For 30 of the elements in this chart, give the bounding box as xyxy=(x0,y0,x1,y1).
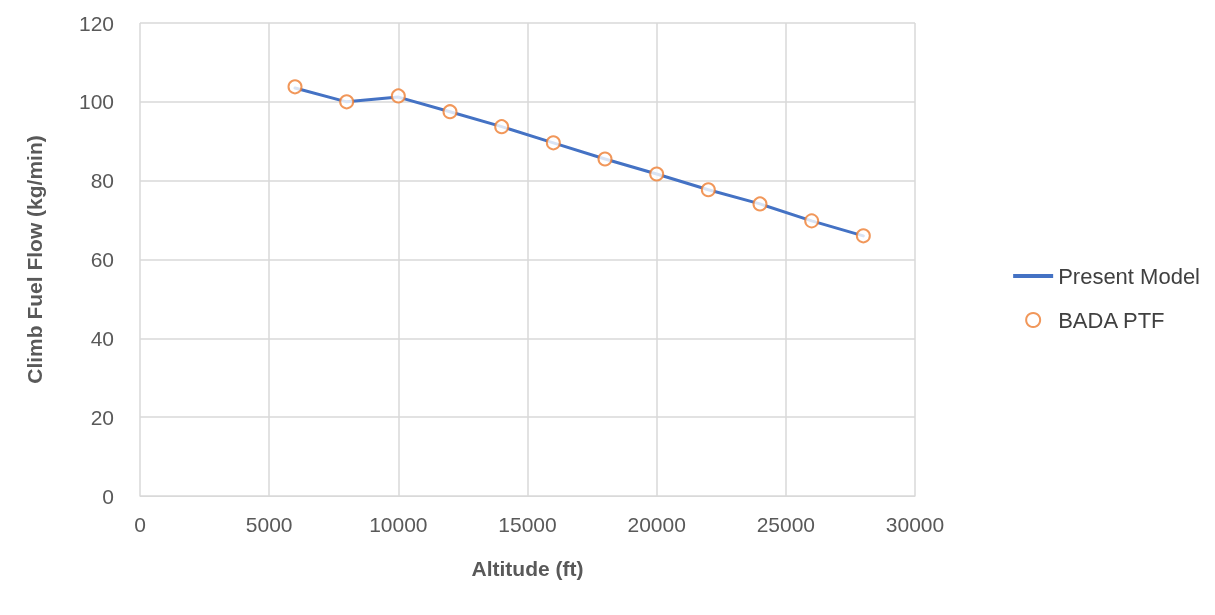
point xyxy=(545,135,561,151)
x-axis-title: Altitude (ft) xyxy=(471,557,584,580)
y-tick-label: 80 xyxy=(90,169,114,193)
x-tick-label: 25000 xyxy=(756,513,816,536)
point xyxy=(287,79,303,95)
y-axis-title: Climb Fuel Flow (kg/min) xyxy=(23,135,46,384)
point xyxy=(597,151,613,167)
x-tick-label: 10000 xyxy=(369,513,428,536)
legend-label: BADA PTF xyxy=(1058,307,1165,333)
x-tick-label: 15000 xyxy=(498,513,557,536)
x-tick-label: 20000 xyxy=(627,513,686,536)
x-tick-label: 5000 xyxy=(245,513,293,536)
y-tick-label: 40 xyxy=(90,326,114,350)
x-tick-label: 30000 xyxy=(885,513,945,536)
point xyxy=(649,166,665,182)
point xyxy=(804,213,820,229)
y-tick-label: 0 xyxy=(102,484,114,508)
point xyxy=(700,182,716,198)
point xyxy=(752,196,768,212)
y-tick-label: 100 xyxy=(78,90,114,114)
point xyxy=(442,104,458,120)
point xyxy=(494,119,510,135)
y-tick-label: 20 xyxy=(90,405,114,429)
legend-label: Present Model xyxy=(1058,263,1201,289)
point xyxy=(855,228,871,244)
point xyxy=(390,88,406,104)
y-tick-label: 120 xyxy=(78,11,114,35)
y-tick-label: 60 xyxy=(90,248,114,271)
x-tick-label: 0 xyxy=(134,513,146,536)
point xyxy=(339,94,355,110)
